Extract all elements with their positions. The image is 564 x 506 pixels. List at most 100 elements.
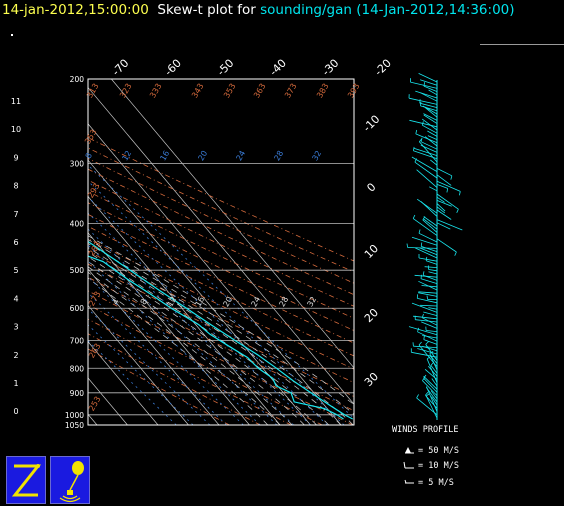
moist-adiabat-label: 32 — [305, 295, 318, 308]
wind-barb — [418, 232, 438, 243]
wind-barb — [421, 118, 438, 131]
pressure-tick-label: 300 — [70, 160, 85, 169]
dry-adiabat-line — [88, 225, 354, 357]
wind-barb — [418, 73, 438, 83]
wind-barb — [423, 85, 438, 92]
isotherm-top-label: -20 — [372, 57, 394, 79]
wind-barb — [412, 218, 438, 236]
height-tick-label: 0 — [13, 407, 18, 416]
moist-adiabat-line — [88, 266, 293, 425]
wind-barb-flag — [412, 214, 416, 219]
isotherm-right-label: 30 — [362, 370, 381, 389]
wind-barb — [423, 274, 438, 281]
wind-barb — [423, 375, 438, 390]
wind-barb — [417, 348, 438, 355]
wind-barb-flag — [422, 216, 426, 221]
wind-barb — [423, 216, 438, 227]
winds-legend-title: WINDS PROFILE — [392, 425, 459, 435]
wind-barb — [427, 135, 438, 140]
wind-barb — [429, 186, 438, 192]
isotherm-line — [88, 268, 220, 425]
wind-barb — [408, 326, 438, 336]
dry-adiabat-label: 323 — [118, 82, 133, 100]
dewpoint-profile-line — [88, 255, 344, 420]
wind-barb — [422, 380, 438, 396]
isotherm-line — [88, 195, 281, 425]
title-bar: 14-jan-2012,15:00:00 Skew-t plot for sou… — [2, 0, 515, 20]
mixing-ratio-line — [88, 324, 194, 425]
dry-adiabat-line — [88, 157, 354, 284]
wind-barb — [436, 174, 452, 186]
wind-barb — [429, 353, 438, 371]
isotherm-right-label: 10 — [362, 242, 381, 261]
height-tick-label: 7 — [13, 210, 18, 219]
mixing-ratio-label: 20 — [196, 149, 209, 162]
wind-barb-flag — [423, 335, 425, 340]
moist-adiabat-line — [88, 261, 305, 425]
wind-barb-flag — [456, 209, 459, 213]
wind-barb — [430, 365, 438, 374]
wind-barb-flag — [459, 191, 461, 196]
moist-adiabat-label: 28 — [277, 295, 290, 308]
wind-barb — [415, 247, 438, 259]
wind-barb — [420, 105, 438, 112]
wind-barb-flag — [413, 146, 415, 151]
dry-adiabat-label: 313 — [85, 82, 100, 100]
wind-barb — [420, 92, 438, 102]
wind-barb-flag — [417, 327, 420, 332]
wind-barb — [418, 292, 438, 297]
wind-barb-flag — [418, 138, 423, 142]
wind-barb-flag — [423, 374, 427, 379]
wind-barb — [412, 315, 438, 320]
mixing-ratio-label: 16 — [158, 149, 171, 162]
isotherm-line — [0, 79, 6, 425]
wind-barb-flag — [450, 175, 453, 180]
wind-barb — [436, 206, 446, 214]
dataset-name: sounding/gan — [260, 2, 352, 18]
height-tick-label: 4 — [13, 294, 18, 303]
wind-barb — [436, 238, 457, 253]
isotherm-line — [111, 79, 354, 369]
moist-adiabat-line — [88, 239, 354, 415]
wind-barb-flag — [418, 341, 422, 346]
mixing-ratio-label: 32 — [310, 149, 323, 162]
height-tick-label: 6 — [13, 238, 18, 247]
wind-barb — [417, 331, 438, 342]
pressure-tick-label: 1050 — [65, 421, 84, 430]
wind-barb-flag — [422, 271, 425, 276]
dry-adiabat-line — [88, 238, 354, 370]
pressure-tick-label: 700 — [70, 336, 85, 345]
wind-barb-flag — [454, 251, 457, 256]
mixing-ratio-line — [88, 212, 311, 425]
height-tick-label: 2 — [13, 351, 18, 360]
wind-barb — [430, 159, 438, 166]
legend-10ms-label: = 10 M/S — [418, 461, 459, 471]
wind-barb-flag — [423, 82, 426, 87]
legend-feather-symbol — [403, 461, 406, 469]
z-logo-icon — [11, 464, 42, 497]
wind-barb — [428, 269, 438, 272]
mixing-ratio-label: 24 — [234, 149, 247, 162]
wind-barb-flag — [429, 351, 434, 354]
wind-barb-flag — [430, 362, 434, 366]
dry-adiabat-label: 253 — [87, 395, 102, 413]
isotherm-top-label: -30 — [320, 57, 342, 79]
wind-barb — [428, 271, 438, 275]
isotherm-right-label: -10 — [361, 113, 383, 135]
wind-barb — [415, 133, 438, 144]
dry-adiabat-line — [88, 190, 354, 319]
moist-adiabat-label: 20 — [221, 295, 234, 308]
wind-barb-flag — [420, 274, 422, 279]
wind-barb-flag — [414, 158, 417, 163]
moist-adiabat-label: 12 — [165, 295, 178, 308]
wind-barb — [418, 291, 438, 294]
wind-barb-flag — [422, 377, 426, 381]
wind-barb — [430, 390, 438, 400]
wind-barb-flag — [446, 188, 449, 193]
wind-barb — [428, 89, 438, 96]
mixing-ratio-line — [88, 292, 227, 425]
wind-barb — [422, 219, 438, 233]
wind-barb-flag — [415, 129, 418, 134]
wind-barb — [416, 169, 438, 188]
wind-barb — [436, 184, 448, 189]
